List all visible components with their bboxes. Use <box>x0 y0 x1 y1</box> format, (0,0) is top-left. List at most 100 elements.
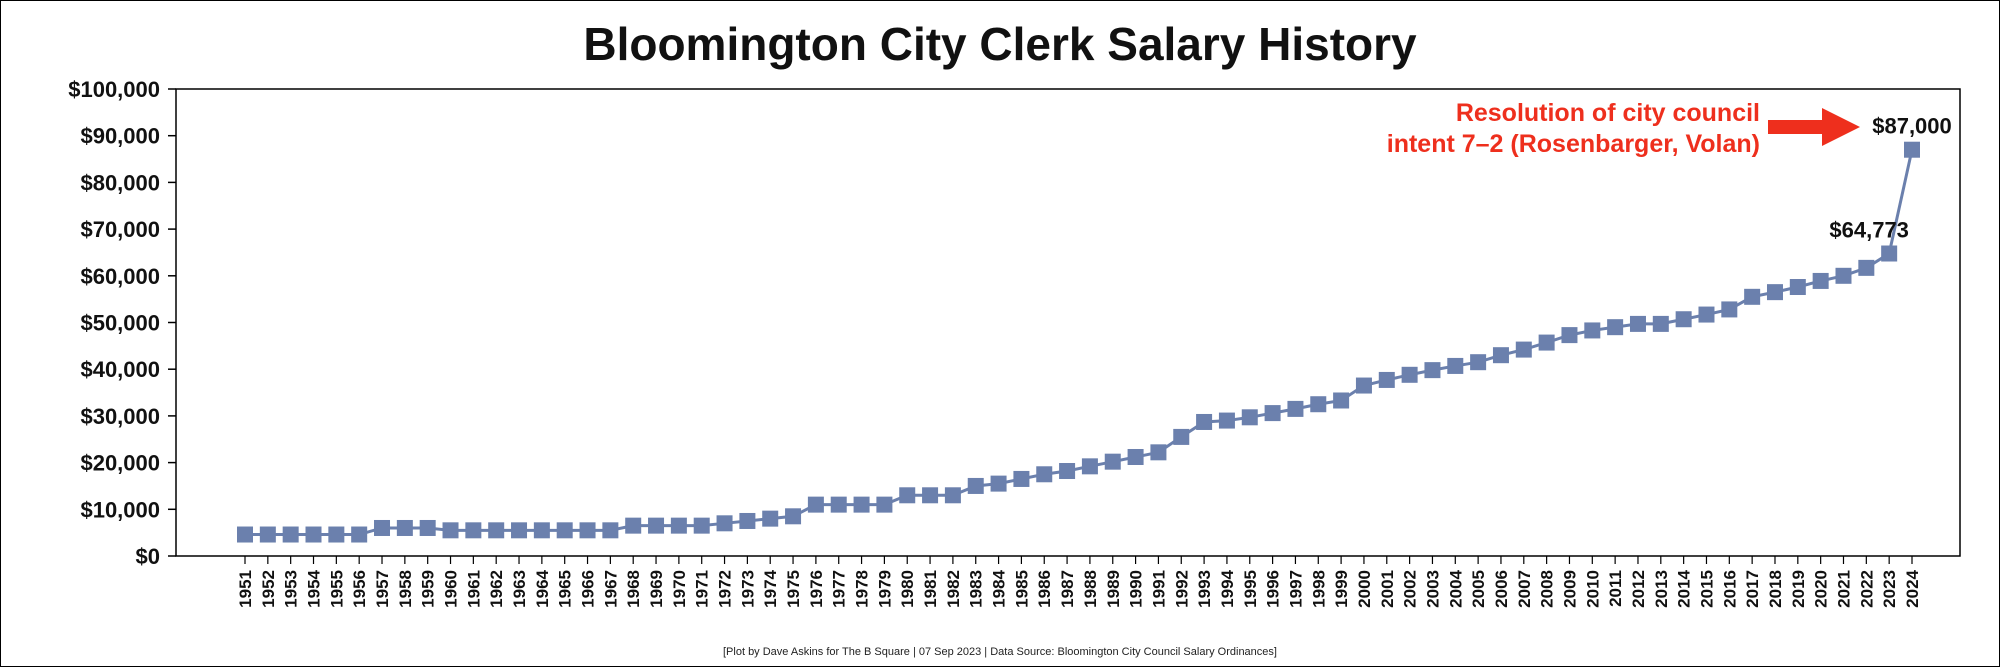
x-tick-label: 2021 <box>1834 570 1853 608</box>
data-point <box>716 515 733 532</box>
x-tick-label: 2002 <box>1401 570 1420 608</box>
x-tick-label: 1986 <box>1035 570 1054 608</box>
x-axis: 1951 1952 1953 1954 1955 1956 1957 1958 1959 1960… <box>236 556 1922 608</box>
data-point <box>922 487 939 504</box>
data-point <box>693 517 710 534</box>
data-point <box>259 526 276 543</box>
data-point <box>899 487 916 504</box>
x-tick-label: 2012 <box>1629 570 1648 608</box>
x-tick-label: 2001 <box>1378 570 1397 608</box>
x-tick-label: 1959 <box>419 570 438 608</box>
data-point <box>762 510 779 527</box>
x-tick-label: 1975 <box>784 570 803 608</box>
x-tick-label: 1989 <box>1104 570 1123 608</box>
x-tick-label: 1956 <box>350 570 369 608</box>
data-point <box>1196 413 1213 430</box>
x-tick-label: 1979 <box>875 570 894 608</box>
x-tick-label: 2020 <box>1812 570 1831 608</box>
chart-title: Bloomington City Clerk Salary History <box>583 18 1417 70</box>
x-tick-label: 1984 <box>990 569 1009 607</box>
data-point <box>1059 463 1076 480</box>
x-tick-label: 1958 <box>396 570 415 608</box>
x-tick-label: 1971 <box>693 570 712 608</box>
y-tick-label: $40,000 <box>80 357 160 382</box>
x-tick-label: 2003 <box>1423 570 1442 608</box>
data-point <box>351 526 368 543</box>
x-tick-label: 1977 <box>830 570 849 608</box>
x-tick-label: 1995 <box>1241 570 1260 608</box>
data-point <box>807 496 824 513</box>
series-markers <box>237 141 1920 543</box>
data-point <box>1287 400 1304 417</box>
data-point <box>374 519 391 536</box>
data-point <box>556 522 573 539</box>
plot-area <box>175 88 1961 557</box>
x-tick-label: 2016 <box>1720 570 1739 608</box>
x-tick-label: 1981 <box>921 570 940 608</box>
annotation: Resolution of city council intent 7–2 (R… <box>1387 99 1860 158</box>
data-point <box>944 487 961 504</box>
x-tick-label: 1994 <box>1218 569 1237 607</box>
x-tick-label: 1998 <box>1309 570 1328 608</box>
x-tick-label: 1983 <box>967 570 986 608</box>
annotation-line-2: intent 7–2 (Rosenbarger, Volan) <box>1387 130 1760 158</box>
x-tick-label: 1955 <box>327 570 346 608</box>
data-point <box>1150 444 1167 461</box>
x-tick-label: 1968 <box>624 570 643 608</box>
data-point <box>511 522 528 539</box>
data-point <box>1218 412 1235 429</box>
data-point <box>1492 347 1509 364</box>
data-point <box>465 522 482 539</box>
x-tick-label: 2023 <box>1880 570 1899 608</box>
data-point <box>1721 301 1738 318</box>
x-tick-label: 1996 <box>1264 570 1283 608</box>
x-tick-label: 1980 <box>898 570 917 608</box>
x-tick-label: 1969 <box>647 570 666 608</box>
x-tick-label: 1999 <box>1332 570 1351 608</box>
data-point <box>1652 315 1669 332</box>
x-tick-label: 1970 <box>670 570 689 608</box>
data-point <box>282 526 299 543</box>
x-tick-label: 1976 <box>807 570 826 608</box>
data-point <box>237 526 253 543</box>
data-labels: $64,773 $87,000 <box>1829 114 1951 243</box>
data-point <box>990 475 1007 492</box>
data-point <box>1013 470 1030 487</box>
x-tick-label: 1962 <box>487 570 506 608</box>
data-point <box>1881 245 1898 262</box>
data-point <box>1744 288 1761 305</box>
x-tick-label: 2000 <box>1355 570 1374 608</box>
y-tick-label: $80,000 <box>80 170 160 195</box>
y-axis: $0 $10,000 $20,000 $30,000 $40,000 $50,000 $60… <box>68 77 176 569</box>
x-tick-label: 1957 <box>373 570 392 608</box>
data-point <box>602 522 619 539</box>
data-point <box>419 519 436 536</box>
x-tick-label: 2014 <box>1675 569 1694 607</box>
data-point <box>1333 392 1350 409</box>
data-point <box>442 522 459 539</box>
x-tick-label: 1954 <box>305 569 324 607</box>
series-line <box>245 149 1914 537</box>
y-tick-label: $70,000 <box>80 217 160 242</box>
data-point <box>579 522 596 539</box>
x-tick-label: 1961 <box>464 570 483 608</box>
data-point <box>1561 327 1578 344</box>
source-footer: [Plot by Dave Askins for The B Square | … <box>723 646 1277 658</box>
x-tick-label: 1978 <box>853 570 872 608</box>
x-tick-label: 1972 <box>716 570 735 608</box>
x-tick-label: 2011 <box>1606 570 1625 607</box>
x-tick-label: 1967 <box>601 570 620 608</box>
data-point <box>1904 141 1920 158</box>
x-tick-label: 1966 <box>579 570 598 608</box>
data-point <box>1789 279 1806 296</box>
y-tick-label: $0 <box>136 544 160 569</box>
data-point <box>488 522 505 539</box>
x-tick-label: 2010 <box>1583 570 1602 608</box>
x-tick-label: 2008 <box>1538 570 1557 608</box>
data-point <box>1127 448 1144 465</box>
data-point <box>1470 354 1487 371</box>
x-tick-label: 1987 <box>1058 570 1077 608</box>
data-point <box>533 522 550 539</box>
data-point <box>1173 428 1190 445</box>
